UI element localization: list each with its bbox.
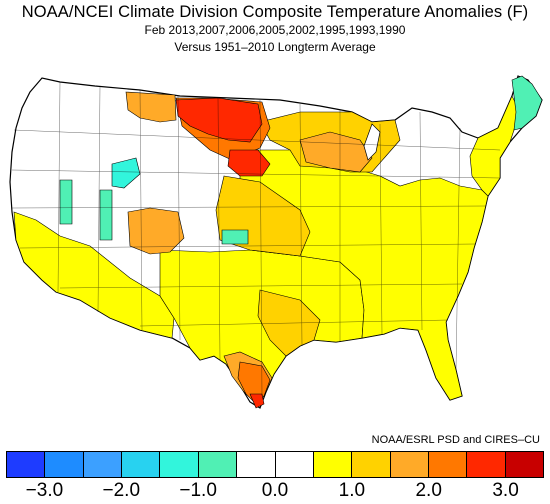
region-wyoming-cool — [111, 157, 141, 189]
color-scale-tick-label: −3.0 — [25, 480, 64, 501]
region-kansas-cool — [221, 229, 249, 245]
region-iowa-orange — [299, 131, 373, 173]
great-lakes — [363, 123, 381, 161]
color-scale-tick-label: 3.0 — [492, 480, 519, 501]
division-boundaries — [11, 81, 501, 397]
region-northeast-yellow — [469, 95, 519, 197]
color-scale-ticks: −3.0 −2.0 −1.0 0.0 1.0 2.0 3.0 — [0, 480, 550, 502]
color-scale-cell — [83, 452, 123, 477]
region-south-dakota-red — [227, 149, 271, 177]
region-central-east-yellow — [239, 149, 489, 401]
color-scale-cell — [467, 452, 506, 477]
color-scale-cell — [390, 452, 429, 477]
us-climate-division-map — [9, 75, 543, 409]
color-scale-cell — [7, 452, 46, 477]
region-southwest-yellow — [13, 211, 175, 339]
color-scale-cell — [352, 452, 391, 477]
region-montana-orange — [125, 91, 177, 123]
region-utah-cool — [99, 189, 113, 241]
color-scale-cell — [505, 452, 544, 477]
region-colorado-orange — [127, 207, 185, 255]
color-scale-cell — [122, 452, 161, 477]
region-maine-cool — [511, 75, 543, 131]
color-scale-bar — [6, 451, 544, 478]
color-scale-cell — [313, 452, 353, 477]
color-scale-cell — [160, 452, 199, 477]
region-tx-tip-red — [249, 393, 265, 409]
color-scale-tick-label: 0.0 — [261, 480, 289, 501]
color-scale-cell — [237, 452, 276, 477]
color-scale-cell — [45, 452, 84, 477]
color-scale-tick-label: 2.0 — [415, 480, 442, 501]
color-scale-cell — [198, 452, 238, 477]
region-north-dakota-red — [175, 97, 263, 143]
color-scale-tick-label: −1.0 — [179, 480, 217, 501]
color-scale-tick-label: −2.0 — [102, 480, 141, 501]
color-scale-tick-label: 1.0 — [338, 480, 366, 501]
color-scale-cell — [275, 452, 314, 477]
color-scale-cell — [428, 452, 468, 477]
map-subtitle: Feb 2013,2007,2006,2005,2002,1995,1993,1… — [144, 23, 406, 37]
credit-text: NOAA/ESRL PSD and CIRES–CU — [371, 434, 540, 446]
map-title: NOAA/NCEI Climate Division Composite Tem… — [21, 3, 529, 21]
region-idaho-cool — [59, 179, 73, 225]
map-subtitle-baseline: Versus 1951–2010 Longterm Average — [174, 40, 376, 54]
